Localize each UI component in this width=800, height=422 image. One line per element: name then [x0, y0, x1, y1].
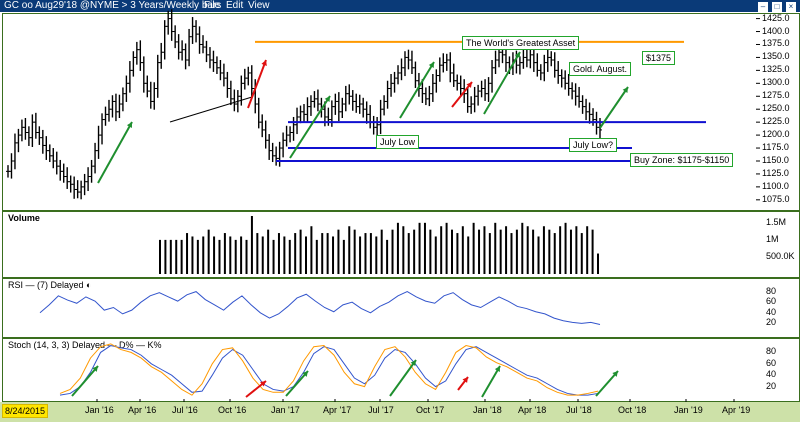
menu-view[interactable]: View: [248, 0, 270, 11]
menu-file[interactable]: File: [204, 0, 221, 11]
rsi-line: [39, 291, 601, 325]
arrow-green-5-head: [622, 87, 628, 93]
arrow-green-4-head: [514, 52, 520, 58]
title-bar: GC oo Aug29'18 @NYME > 3 Years/Weekly ba…: [0, 0, 800, 12]
rsi-tick-label: 80: [766, 285, 777, 296]
stoch-arrow-red-1-head: [260, 381, 266, 387]
minimize-icon[interactable]: –: [758, 2, 768, 12]
volume-panel: [2, 211, 800, 278]
x-tick-label: Oct '17: [416, 405, 445, 415]
arrow-green-1-shaft: [97, 121, 133, 184]
price-tick-label: 1300.0: [762, 77, 790, 88]
stoch-line-k: [59, 343, 599, 396]
annotation-1375: $1375: [642, 51, 676, 65]
x-tick-label: Oct '16: [218, 405, 247, 415]
price-tick-label: 1100.0: [762, 180, 789, 191]
arrow-green-5-shaft: [599, 86, 629, 129]
price-tick-label: 1150.0: [762, 154, 789, 165]
arrow-red-2-head: [466, 82, 472, 88]
stoch-arrow-green-3-shaft: [389, 359, 417, 397]
stoch-tick-label: 80: [766, 346, 777, 357]
menu-edit[interactable]: Edit: [226, 0, 244, 11]
maximize-icon[interactable]: □: [772, 2, 782, 12]
price-tick-label: 1175.0: [762, 142, 789, 153]
stoch-line-d: [59, 345, 599, 396]
time-axis: [0, 402, 800, 422]
trend-line: [169, 96, 253, 123]
x-tick-label: Jan '17: [271, 405, 300, 415]
price-tick-label: 1425.0: [762, 12, 790, 23]
stoch-arrow-green-3-head: [410, 360, 416, 366]
volume-label: Volume: [8, 213, 40, 223]
stoch-arrow-green-4-head: [494, 366, 500, 372]
arrow-red-1-head: [261, 60, 267, 66]
price-tick-label: 1325.0: [762, 64, 790, 75]
price-panel: [2, 13, 800, 211]
arrow-green-3-shaft: [399, 61, 435, 119]
price-tick-label: 1125.0: [762, 167, 789, 178]
x-tick-label: Oct '18: [618, 405, 647, 415]
x-tick-label: Jan '19: [674, 405, 703, 415]
arrow-green-2-shaft: [289, 95, 331, 159]
window-controls: – □ ×: [754, 1, 796, 13]
stoch-arrow-red-2-head: [462, 377, 468, 383]
x-tick-label: Apr '17: [323, 405, 352, 415]
volume-tick-label: 500.0K: [766, 250, 795, 261]
price-tick-label: 1375.0: [762, 38, 790, 49]
price-tick-label: 1225.0: [762, 116, 790, 127]
price-tick-label: 1200.0: [762, 129, 790, 140]
rsi-tick-label: 60: [766, 296, 777, 307]
date-box: 8/24/2015: [2, 404, 49, 418]
price-tick-label: 1275.0: [762, 90, 790, 101]
arrow-green-2-head: [324, 96, 330, 102]
stoch-tick-label: 60: [766, 357, 777, 368]
rsi-label: RSI — (7) Delayed ◐: [8, 280, 92, 290]
arrow-green-4-shaft: [483, 51, 521, 115]
stoch-arrow-green-1-head: [92, 366, 98, 372]
stoch-arrow-green-2-head: [302, 371, 308, 377]
close-icon[interactable]: ×: [786, 2, 796, 12]
x-tick-label: Jan '16: [85, 405, 114, 415]
volume-tick-label: 1M: [766, 233, 779, 244]
x-tick-label: Jul '17: [368, 405, 394, 415]
x-tick-label: Jan '18: [473, 405, 502, 415]
stoch-tick-label: 20: [766, 380, 777, 391]
stoch-tick-label: 40: [766, 369, 777, 380]
arrow-red-2-shaft: [451, 81, 473, 108]
stoch-panel: [2, 338, 800, 402]
volume-tick-label: 1.5M: [766, 216, 787, 227]
stoch-label: Stoch (14, 3, 3) Delayed — D% — K%: [8, 340, 162, 350]
price-tick-label: 1250.0: [762, 103, 790, 114]
stoch-arrow-green-5-shaft: [595, 370, 619, 397]
x-tick-label: Apr '18: [518, 405, 547, 415]
price-tick-label: 1350.0: [762, 51, 790, 62]
annotation-buy-zone: Buy Zone: $1175-$1150: [630, 153, 734, 167]
x-tick-label: Apr '19: [722, 405, 751, 415]
arrow-green-1-head: [126, 122, 132, 128]
chart-title: GC oo Aug29'18 @NYME > 3 Years/Weekly ba…: [4, 0, 222, 11]
rsi-panel: [2, 278, 800, 338]
stoch-arrow-green-4-shaft: [481, 365, 501, 398]
stoch-arrow-green-5-head: [612, 371, 618, 377]
rsi-tick-label: 40: [766, 306, 777, 317]
price-tick-label: 1075.0: [762, 193, 790, 204]
x-tick-label: Jul '18: [566, 405, 592, 415]
annotation-july-low-q: July Low?: [569, 138, 618, 152]
rsi-tick-label: 20: [766, 317, 777, 328]
stoch-arrow-green-2-shaft: [285, 370, 309, 397]
x-tick-label: Jul '16: [172, 405, 198, 415]
annotation-greatest-asset: The World's Greatest Asset: [462, 36, 580, 50]
arrow-green-3-head: [428, 62, 434, 68]
price-tick-label: 1400.0: [762, 25, 790, 36]
annotation-gold-august: Gold. August.: [569, 62, 632, 76]
x-tick-label: Apr '16: [128, 405, 157, 415]
annotation-july-low: July Low: [376, 135, 420, 149]
stoch-arrow-green-1-shaft: [71, 365, 99, 397]
arrow-red-1-shaft: [247, 59, 267, 109]
